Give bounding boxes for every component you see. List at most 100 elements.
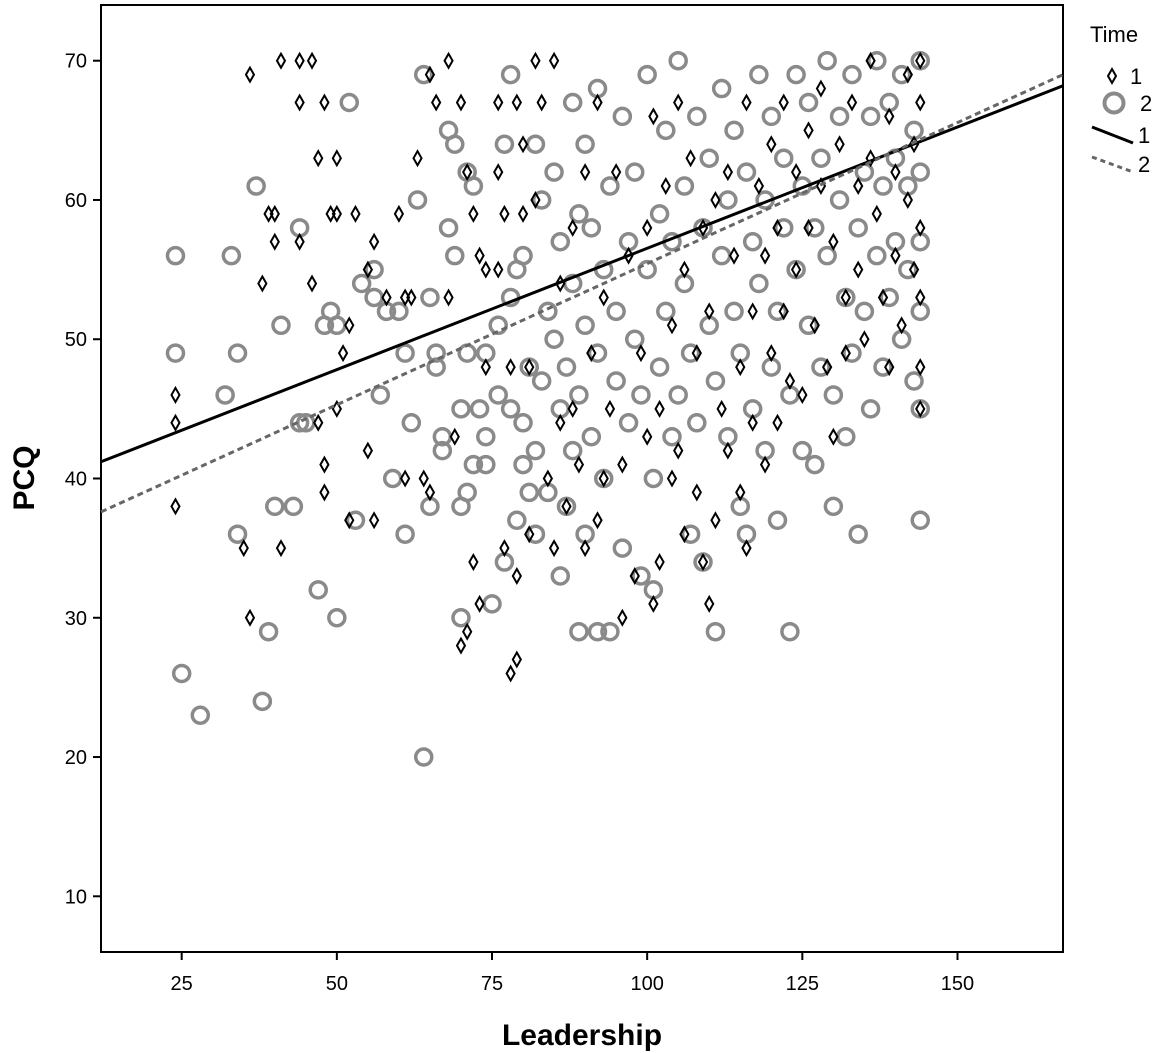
series-1-point — [822, 358, 833, 377]
series-2-point — [798, 92, 819, 113]
series-2-point — [637, 259, 657, 280]
series-1-point — [790, 163, 802, 182]
series-2-point — [860, 399, 881, 419]
series-2-point — [811, 357, 831, 377]
series-1-point — [766, 135, 777, 154]
series-1-point — [350, 204, 361, 223]
series-1-point — [772, 413, 783, 432]
series-2-point — [500, 399, 521, 419]
series-1-point — [853, 177, 864, 196]
series-2-point — [395, 343, 415, 363]
y-tick-label: 20 — [65, 747, 87, 769]
series-1-point — [890, 246, 901, 265]
series-2-point — [724, 120, 744, 141]
y-tick-label: 70 — [65, 51, 87, 73]
series-1-point — [747, 413, 758, 432]
series-1-point — [325, 204, 336, 223]
series-1-point — [877, 288, 889, 307]
series-2-point — [668, 50, 688, 71]
series-1-point — [797, 385, 808, 404]
series-2-point — [780, 621, 800, 642]
series-1-point — [741, 539, 752, 558]
series-1-point — [480, 358, 491, 377]
series-2-point — [289, 413, 310, 433]
series-1-point — [443, 51, 454, 70]
series-2-point — [786, 64, 806, 85]
series-2-point — [544, 329, 564, 349]
series-1-point — [803, 218, 814, 237]
series-2-point — [221, 245, 242, 266]
series-1-point — [741, 93, 752, 112]
series-2-point — [687, 413, 707, 433]
legend-diamond-marker — [1106, 66, 1118, 86]
series-2-point — [910, 510, 931, 531]
series-1-point — [511, 650, 522, 669]
series-1-point — [840, 344, 851, 363]
series-2-point — [569, 621, 589, 642]
series-1-point — [368, 232, 380, 251]
series-1-point — [592, 93, 603, 112]
series-1-point — [915, 288, 926, 307]
series-1-point — [815, 79, 827, 98]
series-2-point — [469, 399, 490, 419]
y-axis-title: PCQ — [8, 445, 41, 510]
series-1-point — [294, 51, 305, 70]
series-2-point — [798, 315, 819, 336]
series-1-point — [548, 51, 560, 70]
series-1-point — [642, 427, 653, 446]
series-2-point — [457, 482, 477, 503]
series-1-point — [915, 51, 926, 70]
series-2-point — [612, 538, 633, 558]
x-tick-label: 100 — [630, 973, 663, 995]
legend: Time 1 2 1 2 — [1090, 22, 1152, 177]
series-2-point — [364, 259, 384, 280]
series-2-point — [804, 218, 825, 238]
series-2-point — [600, 176, 620, 196]
series-2-point — [562, 440, 583, 461]
series-1-point — [536, 93, 547, 112]
series-1-points-layer — [170, 51, 926, 683]
series-2-point — [271, 315, 291, 336]
series-2-point — [165, 343, 186, 363]
series-2-point — [767, 301, 788, 322]
series-1-point — [275, 51, 287, 70]
series-2-point — [351, 273, 372, 294]
series-1-point — [505, 664, 516, 683]
series-2-point — [227, 524, 248, 544]
legend-label-series-1: 1 — [1130, 64, 1142, 89]
y-tick-label: 50 — [65, 329, 87, 351]
series-2-point — [898, 259, 918, 280]
series-1-point — [642, 218, 653, 237]
legend-title: Time — [1090, 22, 1138, 47]
series-1-point — [592, 511, 603, 530]
series-2-point — [246, 176, 266, 196]
series-1-point — [679, 260, 690, 279]
series-2-point — [227, 343, 248, 363]
series-2-point — [420, 287, 440, 308]
series-1-point — [319, 483, 330, 502]
y-tick-label: 60 — [65, 190, 87, 212]
series-2-point — [215, 385, 235, 405]
y-tick-label: 30 — [65, 608, 87, 630]
series-1-point — [915, 218, 926, 237]
series-1-point — [666, 469, 678, 488]
series-1-point — [368, 511, 380, 530]
series-1-point — [778, 93, 789, 112]
series-2-point — [283, 496, 304, 517]
series-1-point — [728, 246, 740, 265]
series-1-point — [542, 469, 554, 488]
series-1-point — [685, 149, 696, 168]
legend-swatch-series-2 — [1102, 91, 1126, 115]
series-2-point — [413, 64, 434, 85]
series-2-point — [463, 454, 484, 475]
series-2-point — [513, 454, 533, 475]
series-1-point — [344, 511, 355, 530]
series-2-point — [550, 232, 571, 252]
series-2-point — [631, 385, 651, 405]
series-2-point — [581, 426, 602, 447]
fit-lines-layer — [100, 73, 1064, 514]
x-tick-label: 150 — [941, 973, 974, 995]
series-1-point — [567, 218, 578, 237]
series-2-point — [438, 218, 459, 238]
series-1-point — [555, 413, 566, 432]
